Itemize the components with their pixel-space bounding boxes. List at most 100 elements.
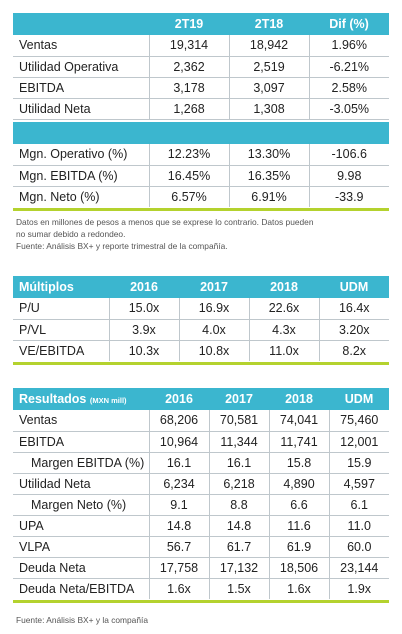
table-row: Deuda Neta 17,758 17,132 18,506 23,144 [13,557,389,579]
cell-value: 8.2x [318,340,389,361]
table-row: VLPA 56.7 61.7 61.9 60.0 [13,536,389,558]
table-row: Utilidad Operativa 2,362 2,519 -6.21% [13,56,389,78]
cell-value: 10.3x [108,340,179,361]
quarterly-header-blank [13,13,149,35]
note-line: no sumar debido a redondeo. [16,229,126,239]
cell-value: 4.3x [248,319,319,341]
multiples-header-col: 2017 [179,276,249,298]
cell-value: 2,362 [148,56,229,78]
multiples-header-row: Múltiplos 2016 2017 2018 UDM [13,276,389,298]
multiples-table: Múltiplos 2016 2017 2018 UDM P/U 15.0x 1… [13,276,389,361]
quarterly-header-row: 2T19 2T18 Dif (%) [13,13,389,35]
row-label: Deuda Neta [13,557,149,579]
cell-value: 3.9x [108,319,179,341]
table-bottom-accent-line [13,362,389,365]
cell-value: 6.91% [228,186,309,207]
table-row: Margen EBITDA (%) 16.1 16.1 15.8 15.9 [13,452,389,474]
cell-value: 1.6x [148,578,209,599]
table-row: EBITDA 3,178 3,097 2.58% [13,77,389,99]
quarterly-header-col: Dif (%) [309,13,389,35]
cell-value: 12.23% [148,144,229,166]
cell-value: 56.7 [148,536,209,558]
cell-value: -106.6 [308,144,389,166]
cell-value: 61.7 [208,536,269,558]
cell-value: 6.57% [148,186,229,207]
cell-value: 9.1 [148,494,209,516]
cell-value: 6,234 [148,473,209,495]
cell-value: 2.58% [308,77,389,99]
row-label: Utilidad Neta [13,473,149,495]
table-row: VE/EBITDA 10.3x 10.8x 11.0x 8.2x [13,340,389,361]
row-label: Mgn. Operativo (%) [13,144,149,166]
table-row: Utilidad Neta 6,234 6,218 4,890 4,597 [13,473,389,495]
cell-value: 13.30% [228,144,309,166]
table-row: Deuda Neta/EBITDA 1.6x 1.5x 1.6x 1.9x [13,578,389,599]
cell-value: -33.9 [308,186,389,207]
cell-value: 14.8 [208,515,269,537]
cell-value: 74,041 [268,410,329,432]
table-bottom-accent-line [13,208,389,211]
cell-value: 8.8 [208,494,269,516]
cell-value: 17,758 [148,557,209,579]
cell-value: 2,519 [228,56,309,78]
results-table: Resultados (MXN mill) 2016 2017 2018 UDM… [13,388,389,599]
table-bottom-accent-line [13,600,389,603]
quarterly-margins-table: Mgn. Operativo (%) 12.23% 13.30% -106.6 … [13,144,389,207]
cell-value: 3,178 [148,77,229,99]
row-label: EBITDA [13,431,149,453]
cell-value: 22.6x [248,298,319,320]
cell-value: 17,132 [208,557,269,579]
cell-value: 16.35% [228,165,309,187]
cell-value: 11.6 [268,515,329,537]
cell-value: 14.8 [148,515,209,537]
table-row: Mgn. Operativo (%) 12.23% 13.30% -106.6 [13,144,389,166]
results-header-label: Resultados (MXN mill) [13,388,149,410]
row-label: Utilidad Operativa [13,56,149,78]
cell-value: 9.98 [308,165,389,187]
cell-value: 10.8x [178,340,249,361]
cell-value: 1.9x [328,578,389,599]
quarterly-header-col: 2T18 [229,13,309,35]
table-row: P/U 15.0x 16.9x 22.6x 16.4x [13,298,389,320]
cell-value: 19,314 [148,35,229,57]
results-header-col: 2017 [209,388,269,410]
row-label: VE/EBITDA [19,343,85,358]
cell-value: 16.4x [318,298,389,320]
row-label: Margen EBITDA (%) [13,452,149,474]
table-row: P/VL 3.9x 4.0x 4.3x 3.20x [13,319,389,341]
multiples-header-col: 2016 [109,276,179,298]
cell-value: 12,001 [328,431,389,453]
results-source-note: Fuente: Análisis BX+ y la compañía [16,615,148,625]
cell-value: 6.6 [268,494,329,516]
cell-value: 1.96% [308,35,389,57]
row-label: Mgn. EBITDA (%) [13,165,149,187]
cell-value: 16.1 [208,452,269,474]
cell-value: 4,890 [268,473,329,495]
cell-value: 4,597 [328,473,389,495]
section-divider-band [13,122,389,144]
results-header-title: Resultados [19,392,87,406]
results-header-col: 2018 [269,388,329,410]
results-header-row: Resultados (MXN mill) 2016 2017 2018 UDM [13,388,389,410]
cell-value: 1,308 [228,98,309,120]
table-row: Mgn. EBITDA (%) 16.45% 16.35% 9.98 [13,165,389,187]
cell-value: -6.21% [308,56,389,78]
cell-value: 4.0x [178,319,249,341]
multiples-header-col: UDM [319,276,389,298]
source-note: Fuente: Análisis BX+ y reporte trimestra… [16,241,228,251]
cell-value: 16.45% [148,165,229,187]
cell-value: 18,942 [228,35,309,57]
note-line: Datos en millones de pesos a menos que s… [16,217,314,227]
cell-value: 23,144 [328,557,389,579]
cell-value: 3,097 [228,77,309,99]
cell-value: 15.8 [268,452,329,474]
table-row: Margen Neto (%) 9.1 8.8 6.6 6.1 [13,494,389,516]
cell-value: 10,964 [148,431,209,453]
table-row: Ventas 19,314 18,942 1.96% [13,35,389,57]
cell-value: 1.5x [208,578,269,599]
row-label: Mgn. Neto (%) [19,189,100,204]
results-header-col: UDM [329,388,389,410]
row-label: Ventas [13,410,149,432]
cell-value: 15.0x [108,298,179,320]
cell-value: 60.0 [328,536,389,558]
